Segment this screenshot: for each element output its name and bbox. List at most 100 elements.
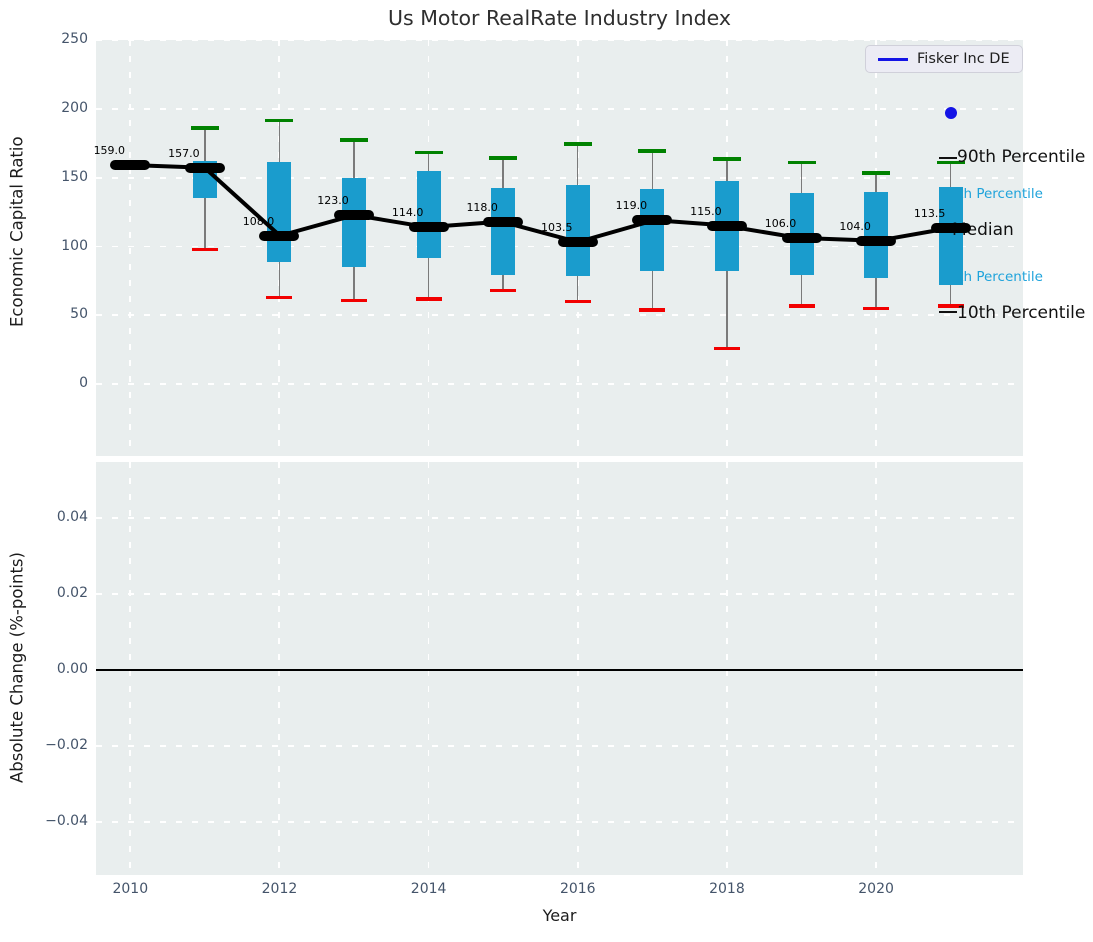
box-2020	[864, 191, 889, 279]
company-point	[944, 107, 957, 119]
median-value-label-2016: 103.5	[541, 220, 573, 234]
y-axis-label-top: Economic Capital Ratio	[7, 136, 27, 328]
p90-cap-2017	[638, 149, 667, 153]
y-tick-label-top: 0	[79, 375, 88, 392]
gridline-horizontal	[96, 592, 1023, 595]
gridline-horizontal	[96, 744, 1023, 747]
gridline-vertical	[129, 40, 132, 456]
p90-cap-2014	[414, 150, 443, 154]
y-tick-label-top: 250	[61, 31, 88, 47]
annotation-10th-percentile: 10th Percentile	[957, 303, 1086, 323]
y-tick-label-bottom: −0.02	[45, 736, 88, 753]
median-value-label-2019: 106.0	[764, 217, 797, 231]
p10-cap-2017	[639, 308, 666, 312]
box-2012	[267, 161, 292, 263]
y-tick-label-top: 150	[61, 168, 88, 185]
p90-cap-2011	[190, 126, 219, 130]
y-tick-label-bottom: 0.04	[56, 508, 88, 525]
gridline-vertical	[129, 462, 132, 875]
x-tick-label: 2018	[709, 881, 745, 897]
p10-cap-2019	[788, 304, 815, 308]
gridline-horizontal	[96, 39, 1023, 41]
y-tick-label-top: 100	[61, 237, 88, 254]
legend-line-icon	[878, 57, 908, 61]
median-value-label-2017: 119.0	[615, 199, 648, 213]
gridline-horizontal	[96, 107, 1023, 110]
y-tick-label-top: 50	[70, 306, 88, 323]
box-2013	[342, 177, 367, 267]
box-2016	[565, 185, 590, 277]
p10-cap-2013	[341, 298, 368, 303]
median-value-label-2015: 118.0	[466, 200, 498, 214]
median-marker-2019	[781, 233, 822, 244]
p90-cap-2015	[489, 156, 518, 160]
box-2021	[938, 186, 963, 286]
y-tick-label-bottom: 0.02	[56, 584, 88, 601]
median-value-label-2021: 113.5	[913, 207, 946, 221]
box-2017	[640, 188, 665, 272]
median-value-label-2011: 157.0	[168, 147, 200, 161]
median-marker-2018	[706, 220, 747, 231]
median-value-label-2010: 159.0	[93, 144, 126, 158]
y-tick-label-top: 200	[61, 99, 88, 116]
median-marker-2012	[259, 230, 300, 241]
p10-cap-2018	[713, 346, 740, 351]
gridline-horizontal	[96, 176, 1023, 179]
p10-cap-2015	[490, 288, 517, 293]
annotation-25th-percentile: 25th Percentile	[941, 269, 1043, 285]
x-tick-label: 2020	[858, 881, 894, 897]
p90-cap-2020	[862, 171, 891, 175]
gridline-horizontal	[96, 245, 1023, 248]
x-tick-label: 2016	[559, 881, 596, 897]
p10-cap-2021	[937, 304, 964, 308]
annotation-75th-percentile: 75th Percentile	[941, 186, 1043, 202]
gridline-vertical	[427, 462, 430, 875]
box-2015	[491, 188, 516, 275]
p90-cap-2013	[340, 138, 369, 142]
p90-cap-2021	[936, 160, 965, 165]
median-marker-2016	[557, 236, 598, 247]
x-tick-label: 2014	[410, 881, 447, 897]
p90-cap-2018	[712, 157, 741, 161]
y-tick-label-bottom: −0.04	[45, 812, 88, 829]
median-marker-2021	[930, 223, 971, 234]
median-marker-2020	[856, 236, 897, 247]
annotation-90th-leader-line	[939, 157, 957, 159]
annotation-10th-leader-line	[939, 311, 957, 313]
median-value-label-2020: 104.0	[839, 220, 871, 234]
box-2014	[416, 170, 441, 259]
median-marker-2014	[408, 222, 449, 233]
zero-line	[96, 668, 1023, 671]
p10-cap-2012	[266, 295, 293, 300]
annotation-90th-percentile: 90th Percentile	[957, 147, 1086, 167]
gridline-vertical	[278, 462, 281, 875]
p90-cap-2016	[563, 142, 592, 146]
top-panel: 90th Percentile 75th Percentile Median 2…	[94, 39, 1085, 456]
x-tick-label: 2010	[112, 881, 149, 897]
median-marker-2015	[483, 216, 524, 227]
median-value-label-2012: 108.0	[242, 214, 275, 228]
legend-label: Fisker Inc DE	[917, 51, 1010, 67]
p90-cap-2012	[265, 118, 294, 123]
gridline-vertical	[875, 462, 877, 875]
bottom-panel	[96, 462, 1023, 875]
gridline-horizontal	[96, 820, 1023, 823]
median-marker-2013	[334, 209, 375, 220]
p90-cap-2019	[787, 160, 816, 165]
median-marker-2017	[632, 215, 673, 226]
gridline-vertical	[576, 462, 579, 875]
chart-title: Us Motor RealRate Industry Index	[388, 6, 731, 30]
gridline-horizontal	[96, 383, 1023, 386]
p10-cap-2014	[415, 297, 442, 301]
median-value-label-2013: 123.0	[317, 193, 349, 207]
x-tick-label: 2012	[261, 881, 298, 897]
median-marker-2011	[184, 163, 225, 174]
gridline-vertical	[725, 462, 728, 875]
p10-cap-2016	[564, 299, 591, 304]
median-value-label-2018: 115.0	[690, 204, 722, 218]
x-axis-label: Year	[542, 906, 577, 925]
p10-cap-2011	[191, 247, 218, 252]
gridline-horizontal	[96, 314, 1023, 317]
median-marker-2010	[110, 160, 151, 171]
